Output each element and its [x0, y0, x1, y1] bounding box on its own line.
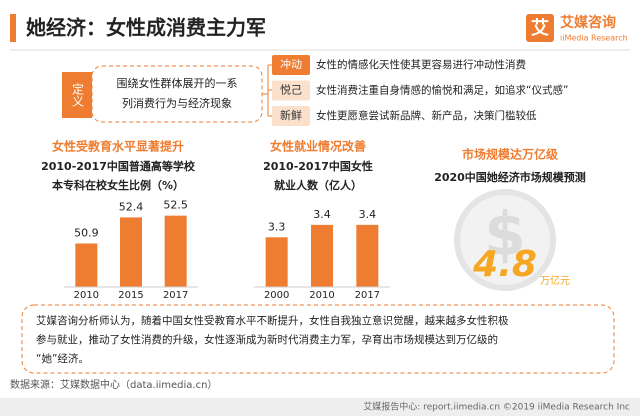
chart-subtitle: 就业人数（亿人） — [274, 178, 362, 192]
x-tick-label: 2010 — [74, 290, 99, 301]
def-label: 定义 — [71, 82, 85, 107]
footer: 艾媒报告中心: report.iimedia.cn ©2019 iiMedia … — [363, 401, 630, 413]
bar — [356, 224, 379, 287]
x-tick-label: 2017 — [355, 290, 380, 301]
tag: 新鲜 — [280, 108, 302, 122]
tag-bg — [272, 80, 310, 101]
analysis-text: 艾媒咨询分析师认为，随着中国女性受教育水平不断提升，女性自我独立意识觉醒，越来越… — [36, 314, 509, 327]
logo-en: iiMedia Research — [560, 34, 628, 43]
market-subtitle: 2020中国她经济市场规模预测 — [434, 170, 586, 184]
analysis-text: “她”经济。 — [36, 352, 89, 365]
chart-subtitle: 2010-2017中国普通高等学校 — [41, 159, 196, 173]
tag-bg — [272, 106, 310, 126]
tag-text: 女性消费注重自身情感的愉悦和满足，如追求“仪式感” — [316, 84, 568, 97]
logo-icon-bg — [526, 14, 554, 42]
bar — [265, 237, 288, 287]
value-label: 52.4 — [119, 200, 144, 213]
def-connector — [262, 64, 272, 117]
chart-title: 女性就业情况改善 — [270, 139, 366, 154]
source: 数据来源：艾媒数据中心（data.iimedia.cn） — [10, 378, 217, 391]
bar — [164, 215, 187, 287]
logo-cn: 艾媒咨询 — [560, 14, 616, 31]
analysis-text: 参与就业，推动了女性消费的升级，女性逐渐成为新时代消费主力军，孕育出市场规模达到… — [36, 333, 498, 346]
tag-text: 女性更愿意尝试新品牌、新产品，决策门槛较低 — [316, 109, 537, 122]
chart-subtitle: 2010-2017中国女性 — [263, 159, 373, 173]
x-tick-label: 2010 — [309, 290, 334, 301]
chart-title: 女性受教育水平显著提升 — [52, 139, 184, 154]
def-text: 列消费行为与经济现象 — [122, 96, 232, 110]
tag: 悦己 — [280, 83, 302, 97]
title-accent — [10, 14, 16, 42]
bar — [120, 217, 142, 287]
bar — [311, 224, 333, 287]
tag: 冲动 — [280, 57, 302, 71]
x-tick-label: 2000 — [264, 290, 289, 301]
value-label: 52.5 — [163, 199, 188, 212]
x-tick-label: 2017 — [163, 290, 188, 301]
chart-subtitle: 本专科在校女生比例（%） — [52, 178, 184, 192]
tag-bg — [272, 55, 310, 75]
bar — [75, 243, 98, 287]
def-label-bg — [62, 72, 92, 118]
logo-icon: 艾 — [531, 17, 549, 39]
coin-symbol: $ — [484, 200, 526, 270]
tag-text: 女性的情感化天性使其更容易进行冲动性消费 — [316, 58, 526, 71]
value-label: 50.9 — [74, 227, 99, 240]
footer-bar — [0, 398, 640, 416]
page-title: 她经济：女性成消费主力军 — [26, 16, 266, 40]
market-value: 4.8 — [472, 244, 537, 285]
analysis-box — [21, 304, 615, 374]
value-label: 3.3 — [268, 220, 286, 233]
def-box — [91, 65, 263, 123]
def-text: 围绕女性群体展开的一系 — [117, 76, 238, 90]
market-unit: 万亿元 — [540, 274, 570, 287]
value-label: 3.4 — [313, 208, 331, 221]
coin-icon — [454, 189, 556, 291]
x-tick-label: 2015 — [118, 290, 143, 301]
market-title: 市场规模达万亿级 — [462, 147, 558, 162]
value-label: 3.4 — [359, 208, 377, 221]
